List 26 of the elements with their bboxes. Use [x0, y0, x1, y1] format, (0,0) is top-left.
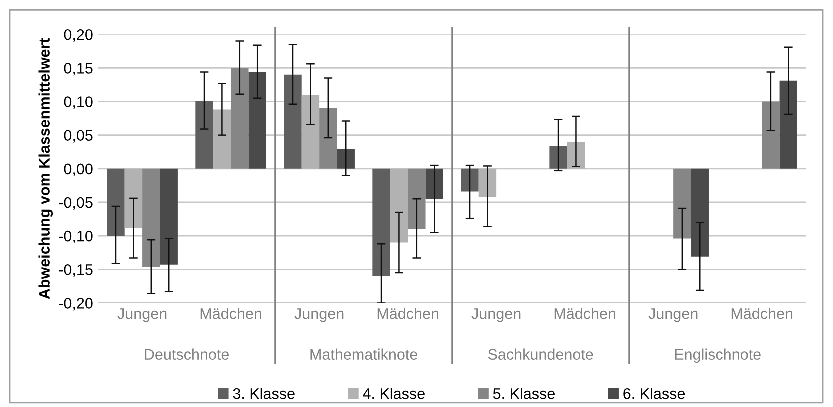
legend-label: 6. Klasse [624, 388, 686, 400]
y-tick-label: 0,20 [64, 29, 93, 42]
x-tick-label: Jungen [648, 308, 698, 322]
y-tick-label: -0,05 [59, 197, 93, 210]
x-tick-label: Mädchen [732, 308, 793, 320]
y-tick-label: 0,00 [64, 164, 93, 176]
y-tick-label: -0,20 [59, 298, 93, 311]
y-tick-label: 0,10 [64, 96, 93, 110]
x-tick-label: Mädchen [378, 308, 438, 320]
x-tick-label: Jungen [294, 308, 344, 322]
text: Englischnote [675, 348, 761, 364]
y-tick-label: 0,15 [64, 63, 93, 76]
legend-label: 5. Klasse [493, 388, 555, 400]
y-tick-label: 0,05 [64, 130, 93, 143]
y-tick-label: -0,10 [59, 230, 93, 244]
x-tick-label: Jungen [472, 308, 521, 322]
text: Mathematiknote [310, 348, 418, 360]
text: Sachkundenote [488, 348, 594, 360]
legend-label: 3. Klasse [233, 388, 295, 400]
text: Deutschnote [145, 348, 230, 360]
y-tick-label: -0,15 [59, 264, 93, 278]
x-tick-label: Mädchen [554, 308, 616, 320]
legend-label: 4. Klasse [363, 388, 425, 400]
x-tick-label: Mädchen [200, 308, 262, 320]
y-axis-title: Abweichung vom Klassenmittelwert [38, 38, 54, 300]
x-tick-label: Jungen [118, 308, 167, 322]
